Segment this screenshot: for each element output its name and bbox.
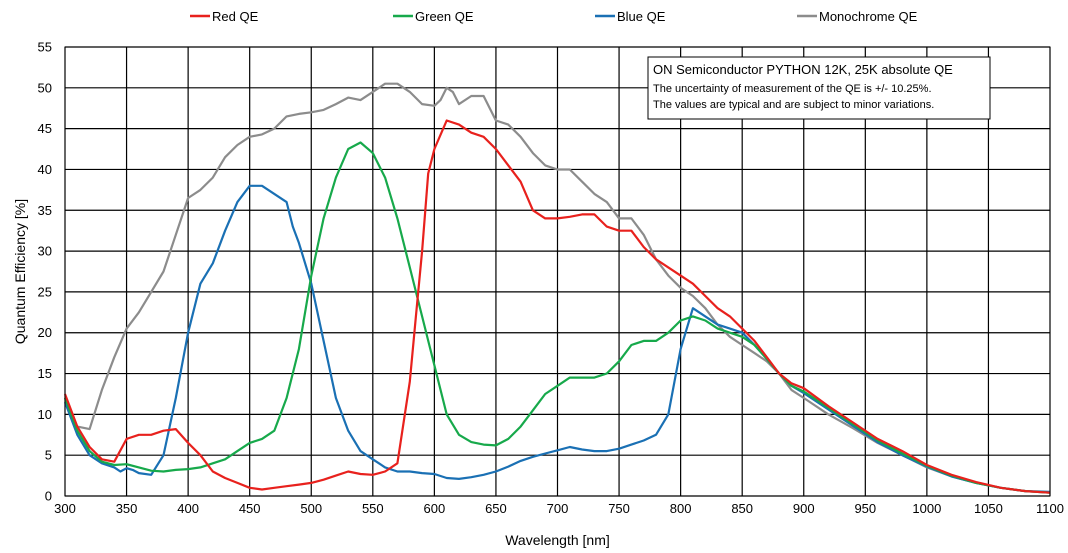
x-tick-label: 950: [854, 501, 876, 516]
y-tick-label: 45: [38, 121, 52, 136]
series-layer: [63, 82, 1051, 494]
legend: Red QE Green QE Blue QE Monochrome QE: [190, 9, 918, 24]
x-tick-label: 650: [485, 501, 507, 516]
x-tick-label: 750: [608, 501, 630, 516]
x-tick-label: 300: [54, 501, 76, 516]
x-tick-label: 700: [547, 501, 569, 516]
y-axis-ticks: 0 5 10 15 20 25 30 35 40 45 50 55: [38, 40, 52, 504]
y-tick-label: 30: [38, 244, 52, 259]
y-tick-label: 40: [38, 162, 52, 177]
x-tick-label: 350: [116, 501, 138, 516]
x-tick-label: 450: [239, 501, 261, 516]
x-tick-label: 900: [793, 501, 815, 516]
x-axis-label: Wavelength [nm]: [505, 532, 610, 548]
annotation-line-uncertainty: The uncertainty of measurement of the QE…: [653, 83, 932, 95]
x-tick-label: 1000: [912, 501, 941, 516]
y-tick-label: 10: [38, 407, 52, 422]
y-tick-label: 15: [38, 366, 52, 381]
annotation-line-typical: The values are typical and are subject t…: [653, 99, 934, 111]
y-tick-label: 35: [38, 203, 52, 218]
series-line-red-qe: [63, 119, 1051, 494]
y-tick-label: 55: [38, 40, 52, 55]
y-tick-label: 50: [38, 80, 52, 95]
plot-frame: [64, 46, 1051, 497]
x-tick-label: 550: [362, 501, 384, 516]
x-tick-label: 500: [300, 501, 322, 516]
legend-label: Blue QE: [617, 9, 666, 24]
y-tick-label: 25: [38, 284, 52, 299]
y-tick-label: 0: [45, 489, 52, 504]
annotation-title: ON Semiconductor PYTHON 12K, 25K absolut…: [653, 62, 953, 77]
y-tick-label: 5: [45, 448, 52, 463]
x-tick-label: 800: [670, 501, 692, 516]
x-tick-label: 1100: [1036, 501, 1064, 516]
x-tick-label: 600: [424, 501, 446, 516]
legend-label: Monochrome QE: [819, 9, 918, 24]
x-tick-label: 400: [177, 501, 199, 516]
x-tick-label: 1050: [974, 501, 1003, 516]
x-tick-label: 850: [731, 501, 753, 516]
x-axis-ticks: 300 350 400 450 500 550 600 650 700 750 800 850 900 9…: [54, 501, 1064, 516]
y-axis-label: Quantum Efficiency [%]: [12, 199, 28, 344]
annotation-frame: [647, 56, 991, 120]
annotation-box: ON Semiconductor PYTHON 12K, 25K absolut…: [647, 56, 991, 120]
y-tick-label: 20: [38, 325, 52, 340]
legend-label: Green QE: [415, 9, 474, 24]
legend-label: Red QE: [212, 9, 259, 24]
